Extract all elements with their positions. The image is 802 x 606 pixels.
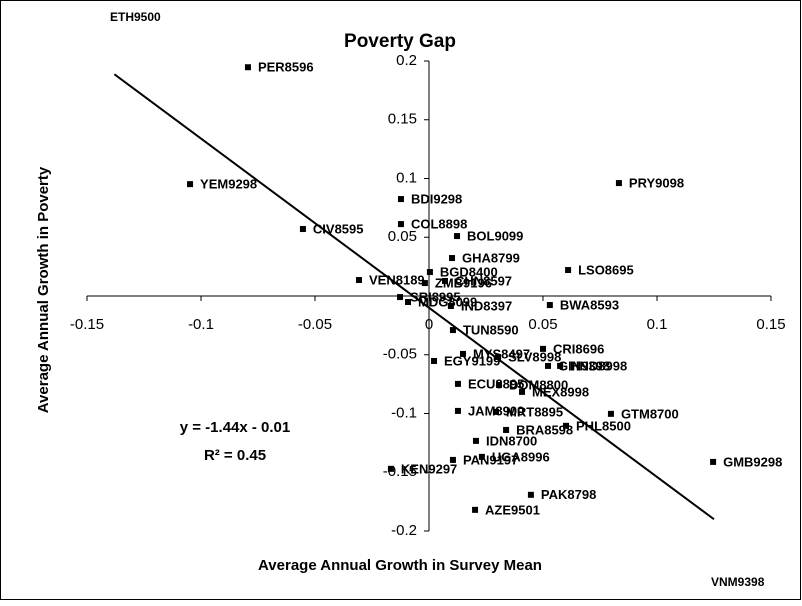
x-tick-label: 0.15 — [756, 316, 785, 333]
point-label: PRY9098 — [629, 176, 684, 191]
x-tick-label: 0 — [425, 316, 433, 333]
point — [397, 294, 404, 301]
point-label: TUN8590 — [463, 323, 519, 338]
point-label: PHL8500 — [576, 418, 631, 433]
point — [503, 426, 510, 433]
point-label: GIN9398 — [558, 358, 610, 373]
point-label: MDG8099 — [418, 294, 477, 309]
point-label: SRI8995 — [410, 289, 461, 304]
y-tick-label: -0.05 — [383, 346, 417, 363]
x-tick-label: -0.05 — [298, 316, 332, 333]
point — [454, 233, 461, 240]
point-label: BGD8400 — [440, 264, 498, 279]
equation: y = -1.44x - 0.01 — [180, 419, 291, 436]
point-label: GMB9298 — [723, 454, 782, 469]
point — [615, 180, 622, 187]
point — [426, 269, 433, 276]
point — [387, 465, 394, 472]
y-tick-label: 0.1 — [396, 169, 417, 186]
point — [472, 506, 479, 513]
point-label: PAN9197 — [463, 452, 518, 467]
point — [454, 407, 461, 414]
point-label: GTM8700 — [621, 406, 679, 421]
x-tick-label: 0.1 — [647, 316, 668, 333]
point — [545, 362, 552, 369]
point — [397, 221, 404, 228]
point-label: PER8596 — [258, 60, 314, 75]
point — [519, 388, 526, 395]
point-label: CIV8595 — [313, 221, 364, 236]
point-label: LSO8695 — [578, 262, 634, 277]
point-label: DOM8800 — [509, 377, 568, 392]
point — [449, 255, 456, 262]
point — [493, 408, 500, 415]
point-label: ZMB9196 — [435, 276, 492, 291]
x-tick-label: 0.05 — [528, 316, 557, 333]
y-tick-label: 0.05 — [388, 228, 417, 245]
point — [447, 302, 454, 309]
point-label: PAK8798 — [541, 487, 596, 502]
y-tick-label: -0.1 — [391, 404, 417, 421]
point-label: YEM9298 — [200, 177, 257, 192]
point-label: MRT8895 — [506, 404, 563, 419]
point — [472, 437, 479, 444]
y-axis-title: Average Annual Growth in Poverty — [35, 166, 52, 413]
point-label: VEN8189 — [369, 272, 425, 287]
point — [459, 350, 466, 357]
point — [421, 280, 428, 287]
point — [441, 277, 448, 284]
y-tick-label: 0.2 — [396, 52, 417, 69]
point-label: AZE9501 — [485, 502, 540, 517]
r-squared: R² = 0.45 — [204, 447, 266, 464]
point — [299, 226, 306, 233]
point-label: SLV8998 — [508, 349, 561, 364]
y-tick-label: -0.2 — [391, 522, 417, 539]
x-tick-label: -0.15 — [70, 316, 104, 333]
point — [405, 298, 412, 305]
point-label: EGY9199 — [444, 353, 500, 368]
point-label: GHA8799 — [462, 250, 520, 265]
point — [607, 410, 614, 417]
point-label: HND8998 — [570, 358, 627, 373]
x-axis-title: Average Annual Growth in Survey Mean — [258, 557, 542, 574]
point-label: BOL9099 — [467, 229, 523, 244]
point-label: UGA8996 — [492, 449, 550, 464]
y-tick-label: 0.15 — [388, 111, 417, 128]
point — [187, 181, 194, 188]
point — [495, 381, 502, 388]
point-label: IDN8700 — [486, 433, 537, 448]
point — [449, 327, 456, 334]
chart-title: Poverty Gap — [344, 31, 456, 52]
point — [527, 491, 534, 498]
point-label: COL8898 — [411, 217, 467, 232]
point — [454, 380, 461, 387]
trendline — [113, 73, 715, 521]
point-label: BWA8593 — [560, 297, 619, 312]
point-label: CHN8597 — [455, 273, 512, 288]
point — [546, 302, 553, 309]
point-label: BRA8598 — [516, 422, 573, 437]
point — [397, 196, 404, 203]
point — [710, 458, 717, 465]
point — [565, 267, 572, 274]
point — [356, 277, 363, 284]
point-label: MEX8998 — [532, 384, 589, 399]
point-label: IND8397 — [461, 298, 512, 313]
point — [540, 345, 546, 352]
point-label: MYS8497 — [473, 346, 530, 361]
x-tick-label: -0.1 — [188, 316, 214, 333]
point-label: KEN9297 — [401, 461, 457, 476]
point-label: BDI9298 — [411, 192, 462, 207]
point — [563, 422, 570, 429]
point — [431, 357, 438, 364]
point — [557, 362, 564, 369]
point — [478, 453, 485, 460]
annotation: VNM9398 — [711, 575, 765, 589]
point — [244, 64, 251, 71]
point-label: CRI8696 — [553, 341, 604, 356]
point — [495, 353, 502, 360]
point — [449, 456, 456, 463]
annotation: ETH9500 — [110, 10, 161, 24]
